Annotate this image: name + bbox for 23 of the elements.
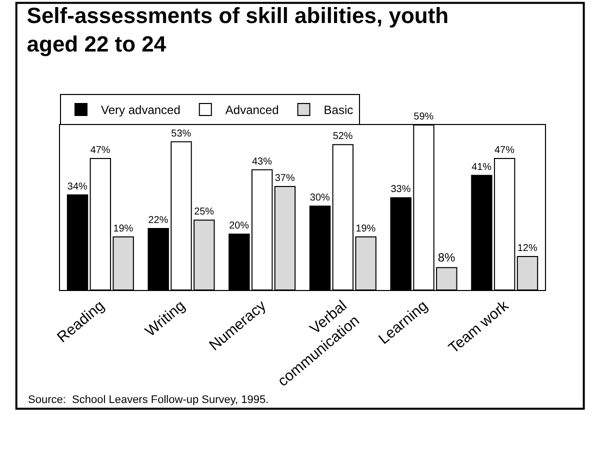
data-label: 37% [274,173,295,184]
data-label: 43% [252,156,272,168]
chart-title: Self-assessments of skill abilities, youth aged 22 to 24 [26,2,449,56]
data-label: 59% [414,112,434,123]
source-note: Source: School Leavers Follow-up Survey, 1995. [28,394,269,406]
data-label: 47% [90,145,110,156]
legend-label: Very advanced [101,103,180,118]
data-label: 47% [494,145,515,156]
data-label: 19% [113,223,134,234]
data-label: 41% [472,162,492,173]
data-label: 30% [310,192,330,204]
data-label: 20% [229,220,250,232]
data-label: 52% [332,131,353,142]
data-label: 25% [194,206,214,218]
data-label: 33% [390,184,411,196]
data-label: 8% [438,250,456,265]
data-label: 53% [171,128,192,140]
legend-label: Basic [324,103,354,118]
data-label: 34% [67,181,88,192]
data-label: 12% [517,242,538,254]
data-label: 22% [148,214,168,226]
legend-label: Advanced [225,103,279,118]
data-label: 19% [356,223,376,234]
